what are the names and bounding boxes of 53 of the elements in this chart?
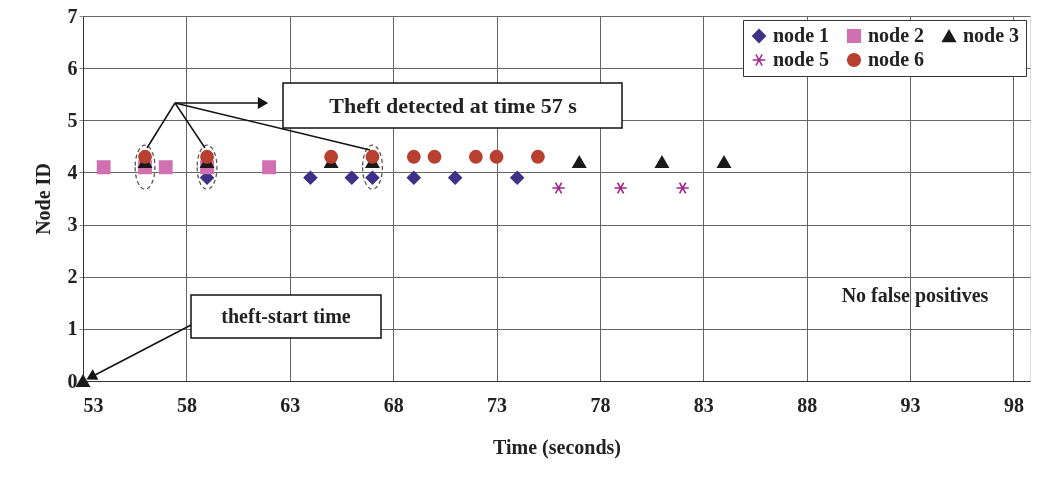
y-tick-label: 7 xyxy=(67,4,78,27)
legend-label: node 6 xyxy=(868,48,925,70)
point xyxy=(448,170,463,185)
legend-label: node 2 xyxy=(868,24,925,46)
y-tick-label: 0 xyxy=(67,369,78,392)
point xyxy=(613,181,628,195)
point xyxy=(406,149,421,164)
point xyxy=(406,170,421,185)
x-tick-label: 73 xyxy=(487,393,508,416)
y-tick-label: 3 xyxy=(67,213,78,236)
point xyxy=(324,149,339,164)
y-tick-label: 5 xyxy=(67,108,78,131)
annotation: No false positives xyxy=(841,284,989,307)
point xyxy=(303,170,318,185)
y-tick-label: 6 xyxy=(67,56,78,79)
x-tick-label: 98 xyxy=(1003,393,1024,416)
point xyxy=(675,181,690,195)
x-tick-label: 58 xyxy=(176,393,197,416)
legend-label: node 3 xyxy=(963,24,1020,46)
point xyxy=(427,149,442,164)
point xyxy=(572,155,587,169)
y-tick-label: 1 xyxy=(67,317,78,340)
legend-label: node 5 xyxy=(773,48,830,70)
y-tick-label: 2 xyxy=(67,265,78,288)
point xyxy=(76,374,90,388)
y-tick-label: 4 xyxy=(67,160,78,183)
point xyxy=(655,155,669,169)
point xyxy=(200,149,214,164)
point xyxy=(510,170,525,185)
point xyxy=(138,149,152,164)
x-tick-label: 78 xyxy=(590,393,611,416)
annotation: Theft detected at time 57 s xyxy=(329,93,578,118)
x-tick-label: 63 xyxy=(280,393,301,416)
y-axis-title: Node ID xyxy=(31,163,54,235)
point xyxy=(365,170,380,185)
x-tick-label: 68 xyxy=(383,393,404,416)
x-tick-label: 53 xyxy=(83,393,104,416)
x-axis-title: Time (seconds) xyxy=(493,435,621,459)
point xyxy=(158,160,173,175)
point xyxy=(530,149,545,164)
point xyxy=(96,160,111,175)
legend-label: node 1 xyxy=(773,24,830,46)
point xyxy=(468,149,483,164)
point xyxy=(262,160,277,175)
annotation: theft-start time xyxy=(221,305,351,327)
point xyxy=(489,149,504,164)
point xyxy=(365,149,380,164)
point xyxy=(551,181,566,195)
x-tick-label: 83 xyxy=(693,393,714,416)
x-tick-label: 88 xyxy=(797,393,818,416)
x-tick-label: 93 xyxy=(900,393,921,416)
point xyxy=(344,170,359,185)
point xyxy=(717,155,731,169)
